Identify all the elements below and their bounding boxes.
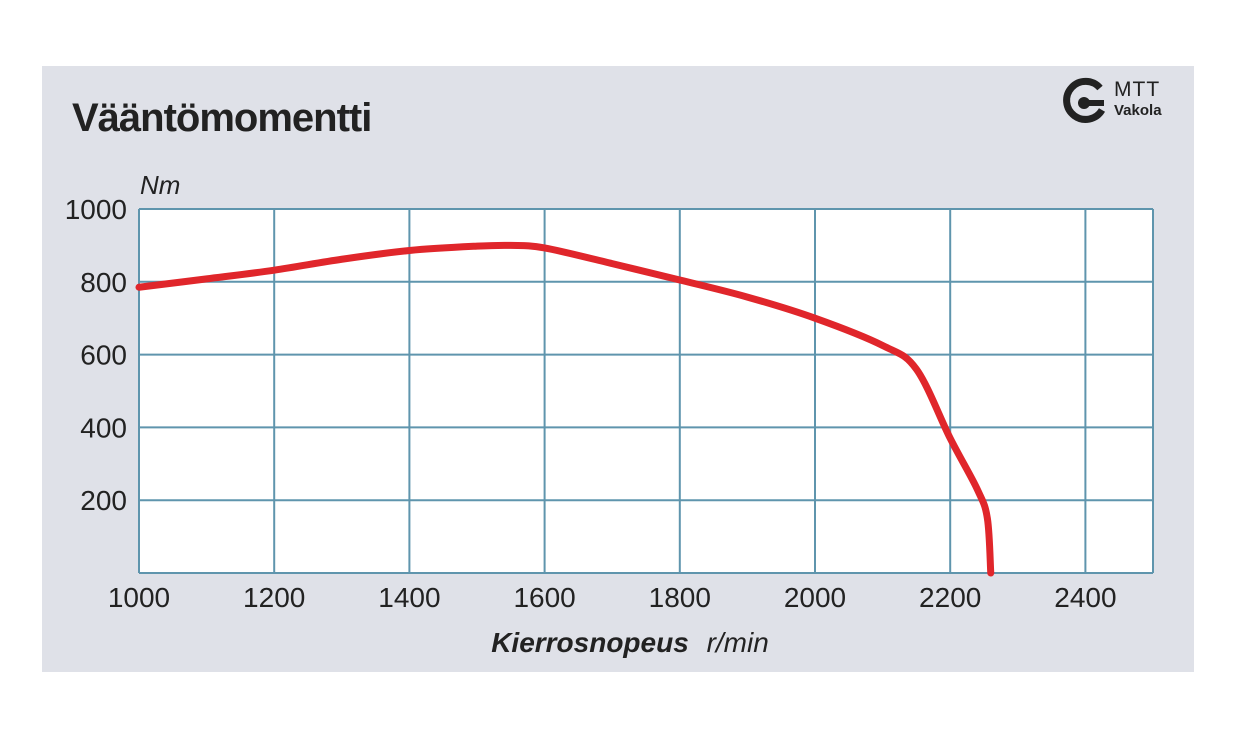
x-tick-label: 1200: [243, 582, 305, 613]
x-tick-labels: 1000 1200 1400 1600 1800 2000 2200 2400: [108, 582, 1117, 613]
y-tick-label: 200: [80, 485, 127, 516]
y-tick-label: 1000: [65, 194, 127, 225]
y-tick-label: 600: [80, 340, 127, 371]
chart-title: Vääntömomentti: [72, 96, 372, 140]
y-tick-labels: 200 400 600 800 1000: [65, 194, 127, 516]
x-tick-label: 2200: [919, 582, 981, 613]
x-axis-label-unit: r/min: [707, 627, 769, 658]
x-tick-label: 1600: [513, 582, 575, 613]
x-tick-label: 1800: [649, 582, 711, 613]
x-axis-label-name: Kierrosnopeus: [491, 627, 689, 658]
mtt-vakola-logo: MTT Vakola: [1062, 76, 1186, 132]
x-tick-label: 1000: [108, 582, 170, 613]
y-tick-label: 400: [80, 412, 127, 443]
x-axis-label: Kierrosnopeus r/min: [491, 627, 769, 658]
torque-series-line: [135, 241, 995, 577]
logo-mark-icon: [1063, 77, 1106, 123]
y-axis-label: Nm: [140, 170, 180, 200]
y-tick-label: 800: [80, 267, 127, 298]
grid-lines: [138, 208, 1154, 574]
series-group: [135, 241, 995, 577]
plot-area: [139, 209, 1153, 573]
logo-text-mtt: MTT: [1114, 78, 1161, 101]
logo-text-vakola: Vakola: [1114, 102, 1162, 119]
x-tick-label: 1400: [378, 582, 440, 613]
x-tick-label: 2400: [1054, 582, 1116, 613]
x-tick-label: 2000: [784, 582, 846, 613]
